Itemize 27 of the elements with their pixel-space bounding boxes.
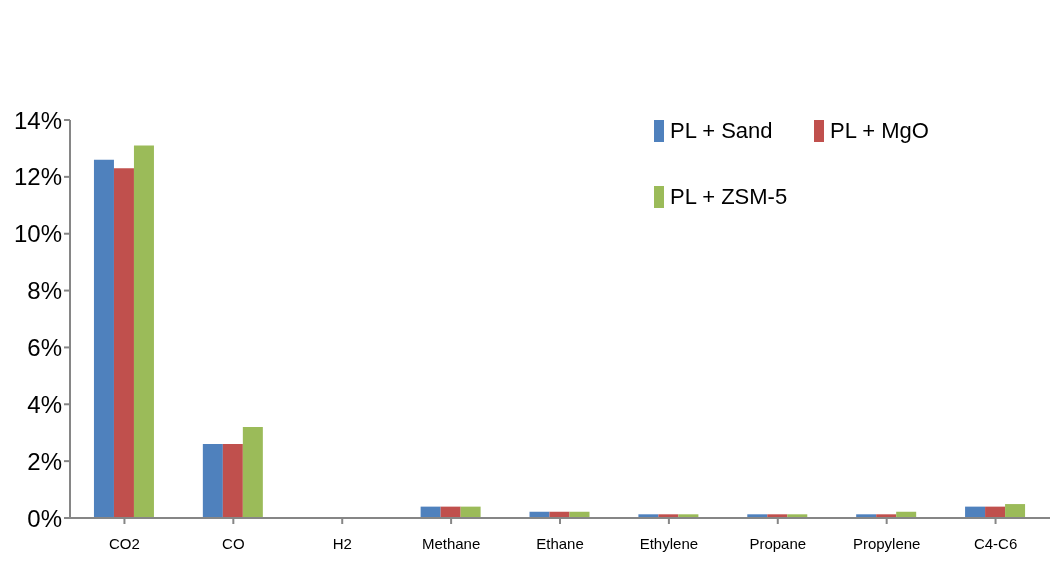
y-tick-label: 4% <box>27 390 62 418</box>
x-tick-label: Ethane <box>536 534 584 552</box>
y-tick-label: 10% <box>13 220 62 248</box>
y-tick-label: 6% <box>27 333 62 361</box>
bar <box>133 145 154 518</box>
y-tick-label: 0% <box>27 504 62 532</box>
bar <box>1005 504 1026 518</box>
y-tick-label: 2% <box>27 447 62 475</box>
y-tick-label: 14% <box>13 106 62 134</box>
y-tick-label: 8% <box>27 277 62 305</box>
x-tick-label: Ethylene <box>639 534 699 552</box>
bar <box>202 444 223 518</box>
x-tick-label: Methane <box>421 534 481 552</box>
x-tick-label: CO2 <box>109 534 140 552</box>
bar <box>242 427 263 518</box>
x-tick-label: H2 <box>332 534 352 552</box>
legend-label: PL + Sand <box>670 118 773 144</box>
bar <box>222 444 243 518</box>
x-tick-label: Propane <box>749 534 807 552</box>
legend-label: PL + MgO <box>830 118 929 144</box>
bar <box>93 159 114 518</box>
x-tick-label: C4-C6 <box>973 534 1018 552</box>
x-tick-label: CO <box>222 534 245 552</box>
legend-label: PL + ZSM-5 <box>670 184 788 210</box>
y-tick-label: 12% <box>13 163 62 191</box>
x-tick-label: Propylene <box>852 534 921 552</box>
bar <box>113 168 134 518</box>
